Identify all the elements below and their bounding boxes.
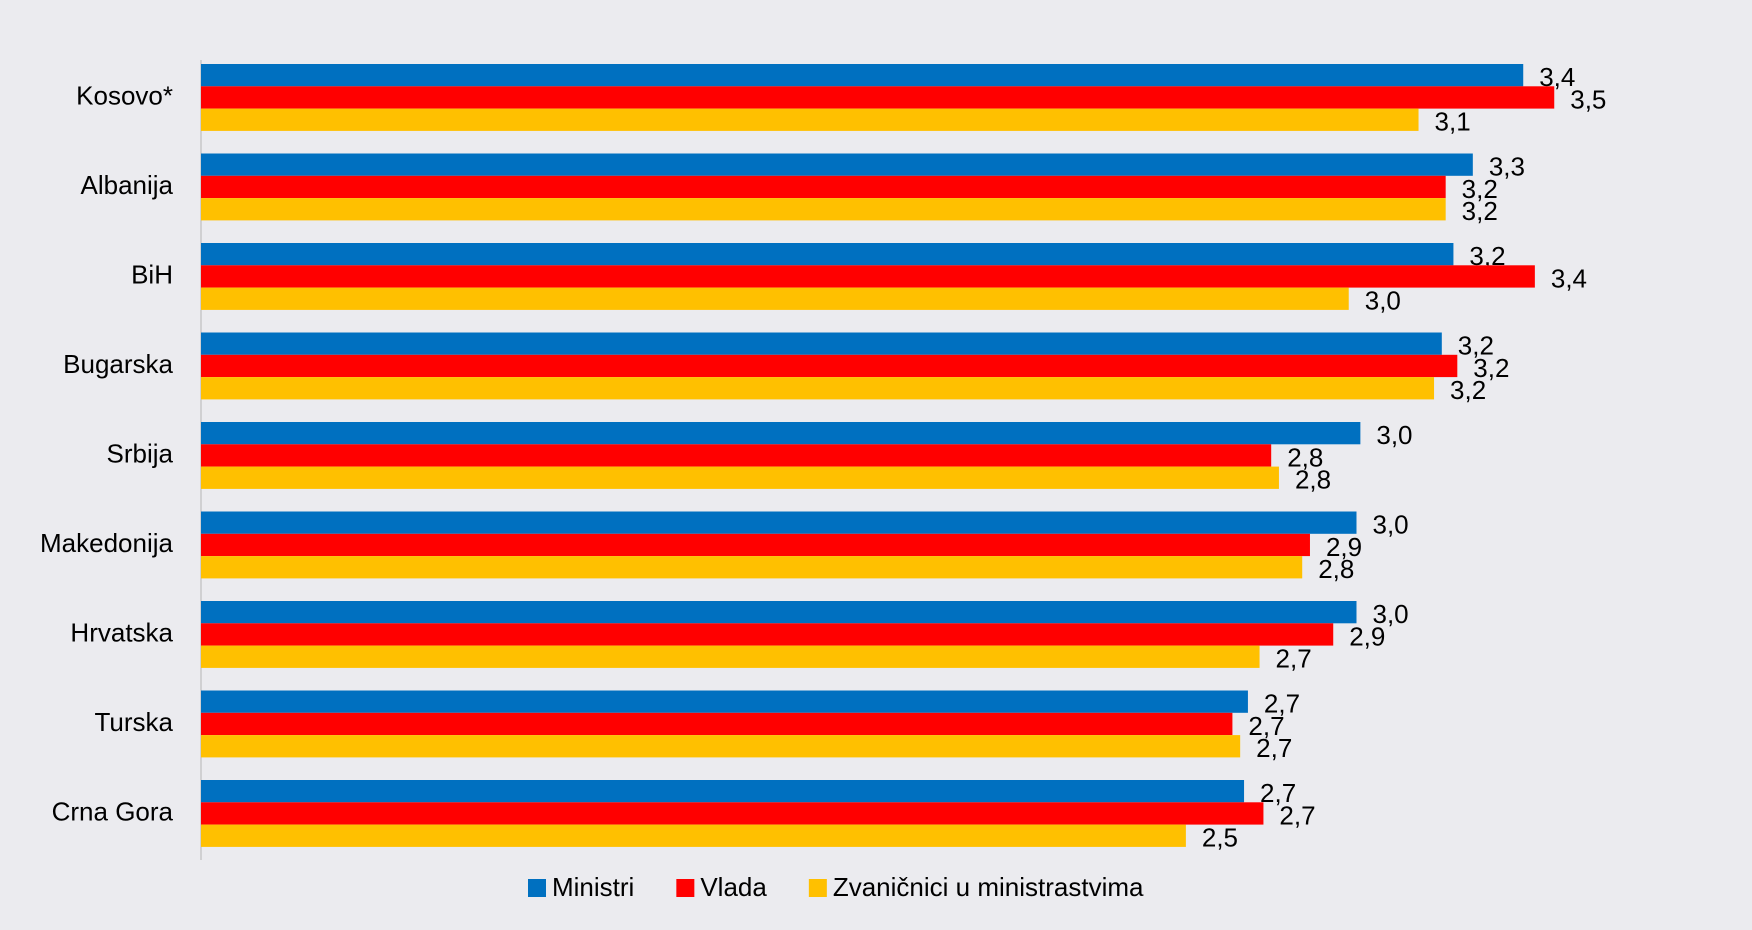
bar — [201, 287, 1349, 310]
value-label: 3,2 — [1473, 353, 1509, 383]
bar — [201, 444, 1272, 467]
bar — [201, 466, 1279, 489]
value-label: 2,7 — [1248, 711, 1284, 741]
value-label: 2,8 — [1318, 554, 1354, 584]
bar — [201, 601, 1357, 624]
bar — [201, 780, 1245, 803]
value-label: 2,8 — [1287, 442, 1323, 472]
value-label: 3,1 — [1435, 107, 1471, 137]
category-label: Bugarska — [63, 349, 173, 379]
bar — [201, 243, 1454, 266]
value-label: 3,0 — [1372, 599, 1408, 629]
bar — [201, 802, 1264, 825]
bar — [201, 645, 1260, 668]
legend-swatch — [528, 879, 546, 897]
value-label: 3,2 — [1462, 196, 1498, 226]
bar — [201, 623, 1334, 646]
value-label: 2,8 — [1295, 465, 1331, 495]
bar — [201, 175, 1446, 199]
category-label: Crna Gora — [52, 796, 174, 826]
value-label: 2,7 — [1279, 800, 1315, 830]
value-label: 3,3 — [1489, 152, 1525, 182]
value-label: 3,0 — [1365, 286, 1401, 316]
bar — [201, 354, 1458, 378]
value-label: 2,7 — [1256, 733, 1292, 763]
value-label: 2,7 — [1276, 644, 1312, 674]
legend-swatch — [808, 879, 827, 897]
value-label: 3,0 — [1372, 510, 1408, 540]
value-label: 2,5 — [1202, 823, 1238, 853]
value-label: 3,0 — [1376, 420, 1412, 450]
bar — [201, 556, 1303, 579]
category-label: BiH — [131, 259, 173, 289]
bar — [201, 332, 1442, 355]
value-label: 2,7 — [1260, 778, 1296, 808]
value-label: 2,9 — [1349, 621, 1385, 651]
legend-swatch — [676, 879, 695, 897]
legend-label: Vlada — [700, 872, 767, 902]
value-label: 3,4 — [1551, 263, 1587, 293]
bar — [201, 690, 1248, 713]
value-label: 3,5 — [1570, 84, 1606, 114]
bar — [201, 824, 1186, 847]
category-label: Hrvatska — [70, 617, 173, 647]
value-label: 3,2 — [1462, 174, 1498, 204]
category-label: Srbija — [107, 438, 174, 468]
category-label: Turska — [95, 707, 174, 737]
value-label: 2,9 — [1326, 532, 1362, 562]
value-label: 3,2 — [1458, 331, 1494, 361]
bar — [201, 735, 1241, 758]
bar — [201, 108, 1419, 131]
bar — [201, 712, 1233, 736]
value-label: 2,7 — [1264, 689, 1300, 719]
category-label: Albanija — [80, 170, 173, 200]
bar — [201, 198, 1446, 221]
bar — [201, 422, 1361, 445]
legend-label: Zvaničnici u ministrastvima — [833, 872, 1144, 902]
bar — [201, 265, 1535, 288]
bar — [201, 64, 1524, 87]
category-label: Kosovo* — [76, 80, 173, 110]
bar — [201, 511, 1357, 534]
bar — [201, 533, 1310, 557]
legend-label: Ministri — [552, 872, 634, 902]
category-label: Makedonija — [40, 528, 174, 558]
bar — [201, 86, 1555, 109]
value-label: 3,2 — [1450, 375, 1486, 405]
bar — [201, 153, 1473, 176]
bar — [201, 377, 1435, 400]
